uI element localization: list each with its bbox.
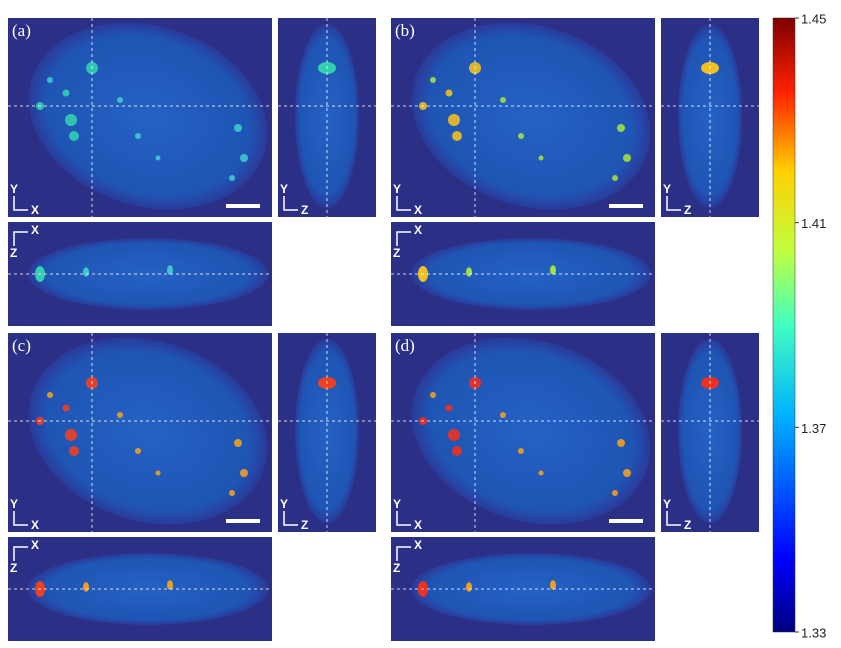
colorbar <box>773 18 795 632</box>
spot <box>83 267 89 277</box>
spot <box>448 429 460 441</box>
colorbar-tick-label: 1.37 <box>801 421 826 436</box>
spot <box>617 124 625 132</box>
axis-label: Z <box>301 518 308 532</box>
panel-label: (a) <box>12 21 31 40</box>
axis-label: Z <box>10 561 17 575</box>
axis-label: Y <box>10 497 18 511</box>
axis-label: Z <box>301 203 308 217</box>
panel-label: (c) <box>12 336 31 355</box>
spot <box>500 97 506 103</box>
spot <box>612 175 618 181</box>
axis-label: Y <box>663 497 671 511</box>
spot <box>617 439 625 447</box>
figure: (a)YXYZXZ(b)YXYZXZ(c)YXYZXZ(d)YXYZXZ 1.3… <box>0 0 841 643</box>
spot <box>83 582 89 592</box>
spot <box>47 392 53 398</box>
spot <box>500 412 506 418</box>
spot <box>229 175 235 181</box>
spot <box>240 469 248 477</box>
axis-label: Z <box>684 518 691 532</box>
spot <box>430 77 436 83</box>
spot <box>65 429 77 441</box>
spot <box>63 405 70 412</box>
spot <box>167 580 173 590</box>
spot <box>135 133 141 139</box>
spot <box>452 131 462 141</box>
spot <box>550 580 556 590</box>
spot <box>550 265 556 275</box>
scale-bar <box>226 204 260 208</box>
spot <box>117 97 123 103</box>
axis-label: X <box>414 223 422 237</box>
axis-label: X <box>414 518 422 532</box>
spot <box>623 154 631 162</box>
spot <box>234 124 242 132</box>
panel-label: (b) <box>395 21 415 40</box>
panel-label: (d) <box>395 336 415 355</box>
spot <box>69 446 79 456</box>
spot <box>623 469 631 477</box>
spot <box>466 582 472 592</box>
spot <box>156 156 161 161</box>
axis-label: X <box>31 223 39 237</box>
scale-bar <box>609 519 643 523</box>
spot <box>446 405 453 412</box>
axis-label: Z <box>684 203 691 217</box>
spot <box>518 448 524 454</box>
spot <box>167 265 173 275</box>
spot <box>229 490 235 496</box>
axis-label: Y <box>663 182 671 196</box>
spot <box>69 131 79 141</box>
axis-label: X <box>31 518 39 532</box>
axis-label: X <box>31 203 39 217</box>
colorbar-tick-label: 1.41 <box>801 216 826 231</box>
colorbar-tick-label: 1.33 <box>801 625 826 640</box>
spot <box>539 471 544 476</box>
spot <box>63 90 70 97</box>
scale-bar <box>226 519 260 523</box>
spot <box>539 156 544 161</box>
spot <box>466 267 472 277</box>
scale-bar <box>609 204 643 208</box>
spot <box>446 90 453 97</box>
spot <box>135 448 141 454</box>
spot <box>47 77 53 83</box>
axis-label: Y <box>393 497 401 511</box>
axis-label: X <box>31 538 39 552</box>
axis-label: Y <box>393 182 401 196</box>
axis-label: Y <box>280 182 288 196</box>
spot <box>612 490 618 496</box>
axis-label: Z <box>10 246 17 260</box>
spot <box>234 439 242 447</box>
spot <box>156 471 161 476</box>
axis-label: Y <box>280 497 288 511</box>
axis-label: Z <box>393 561 400 575</box>
axis-label: X <box>414 538 422 552</box>
spot <box>240 154 248 162</box>
colorbar-tick-label: 1.45 <box>801 11 826 26</box>
spot <box>430 392 436 398</box>
spot <box>448 114 460 126</box>
spot <box>452 446 462 456</box>
axis-label: Y <box>10 182 18 196</box>
axis-label: Z <box>393 246 400 260</box>
spot <box>518 133 524 139</box>
spot <box>117 412 123 418</box>
axis-label: X <box>414 203 422 217</box>
spot <box>65 114 77 126</box>
